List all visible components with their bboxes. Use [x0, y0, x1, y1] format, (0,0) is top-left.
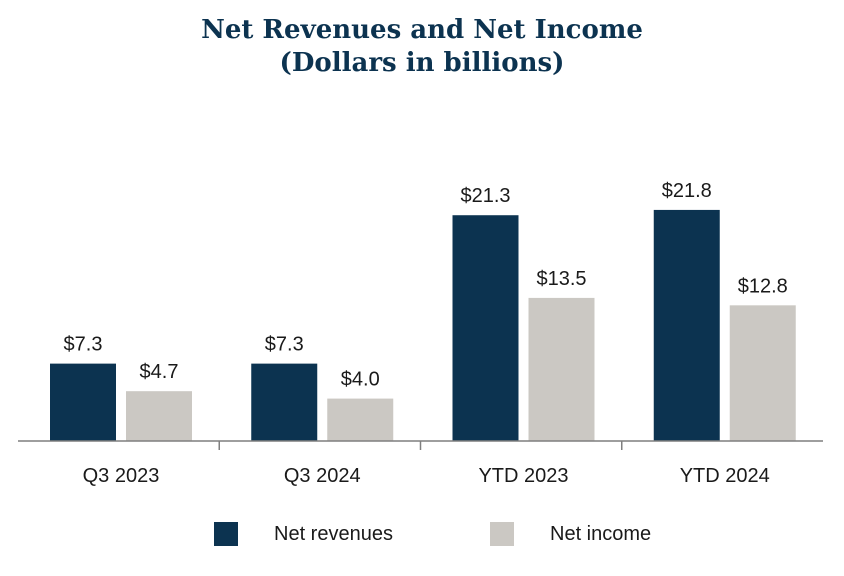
- x-ticks-group: [218, 441, 623, 450]
- value-label-net-revenues-2: $7.3: [265, 334, 304, 356]
- bar-net-income-2: [327, 398, 394, 441]
- category-label-1: Q3 2023: [83, 465, 160, 487]
- category-label-3: YTD 2023: [478, 465, 568, 487]
- value-label-net-income-2: $4.0: [341, 369, 380, 391]
- value-label-net-revenues-1: $7.3: [64, 334, 103, 356]
- category-label-2: Q3 2024: [284, 465, 361, 487]
- legend-swatch-net-income: [490, 522, 514, 546]
- legend: Net revenues Net income: [0, 522, 844, 552]
- bar-net-revenues-3: [452, 215, 519, 441]
- category-label-4: YTD 2024: [680, 465, 770, 487]
- legend-label-net-income: Net income: [550, 522, 652, 545]
- value-label-net-income-4: $12.8: [738, 275, 788, 297]
- bar-net-income-3: [528, 297, 595, 441]
- legend-item-net-income: Net income: [490, 522, 651, 546]
- value-label-net-income-3: $13.5: [536, 268, 586, 290]
- bars-group: [50, 209, 796, 441]
- bar-chart: $7.3 $4.7 $7.3 $4.0 $21.3 $13.5 $21.8 $12.8 Q3 …: [18, 180, 823, 487]
- value-label-net-revenues-4: $21.8: [662, 180, 712, 202]
- bar-net-revenues-2: [251, 363, 318, 441]
- legend-item-net-revenues: Net revenues: [214, 522, 393, 546]
- bar-net-income-1: [126, 391, 192, 441]
- chart-title-block: Net Revenues and Net Income (Dollars in …: [0, 14, 844, 80]
- bar-net-revenues-4: [653, 209, 720, 441]
- legend-label-net-revenues: Net revenues: [274, 522, 393, 545]
- value-labels-group: $7.3 $4.7 $7.3 $4.0 $21.3 $13.5 $21.8 $12.8: [64, 180, 788, 391]
- bar-net-revenues-1: [50, 363, 116, 441]
- chart-subtitle: (Dollars in billions): [279, 48, 565, 78]
- category-labels-group: Q3 2023 Q3 2024 YTD 2023 YTD 2024: [83, 465, 770, 487]
- value-label-net-revenues-3: $21.3: [460, 185, 510, 207]
- bar-net-income-4: [729, 305, 796, 441]
- chart-title: Net Revenues and Net Income: [201, 15, 643, 45]
- value-label-net-income-1: $4.7: [140, 361, 179, 383]
- legend-swatch-net-revenues: [214, 522, 238, 546]
